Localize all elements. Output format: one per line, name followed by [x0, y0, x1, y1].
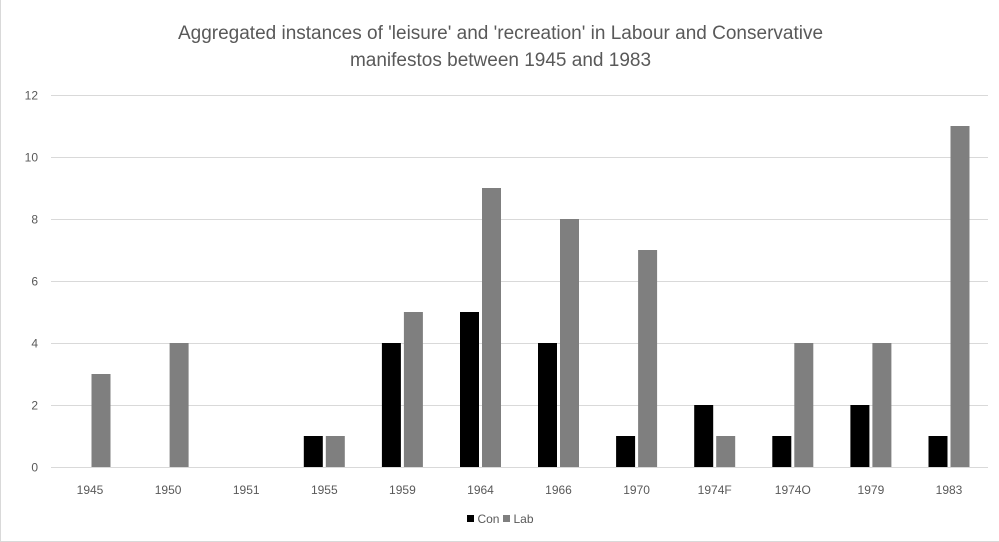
bar-lab-1955	[325, 436, 345, 467]
y-tick-label-12: 12	[25, 89, 39, 103]
bar-con-1974o	[772, 436, 792, 467]
y-tick-label-6: 6	[31, 275, 38, 289]
x-tick-label-1964: 1964	[467, 483, 494, 497]
bar-lab-1974f	[716, 436, 736, 467]
x-tick-label-1974o: 1974O	[775, 483, 811, 497]
chart-title-line-2: manifestos between 1945 and 1983	[349, 50, 652, 71]
bar-lab-1983	[950, 126, 970, 467]
x-tick-label-1950: 1950	[155, 483, 182, 497]
x-tick-label-1945: 1945	[77, 483, 104, 497]
bar-lab-1970	[638, 250, 658, 467]
x-tick-label-1955: 1955	[311, 483, 338, 497]
bar-con-1955	[303, 436, 323, 467]
bar-lab-1964	[482, 188, 501, 467]
x-tick-label-1979: 1979	[858, 483, 885, 497]
bar-con-1959	[381, 343, 401, 467]
bar-con-1966	[538, 343, 557, 467]
bar-lab-1979	[872, 343, 892, 467]
legend-item-con: Con	[467, 512, 499, 526]
bar-con-1979	[850, 405, 870, 467]
bar-con-1983	[928, 436, 948, 467]
x-tick-label-1966: 1966	[545, 483, 572, 497]
chart-title: Aggregated instances of 'leisure' and 'r…	[1, 20, 999, 74]
bar-lab-1959	[403, 312, 423, 467]
x-tick-label-1983: 1983	[936, 483, 963, 497]
x-tick-label-1951: 1951	[233, 483, 260, 497]
x-tick-label-1970: 1970	[623, 483, 650, 497]
legend-label-con: Con	[477, 511, 500, 526]
y-tick-label-0: 0	[31, 461, 38, 475]
bar-lab-1966	[560, 219, 579, 467]
x-tick-label-1974f: 1974F	[698, 483, 732, 497]
y-tick-label-2: 2	[31, 399, 38, 413]
axes: 0 2 4 6 8 10 12 1945 1950 1951 1955 1959 1964 1966 197…	[25, 89, 988, 497]
legend-item-lab: Lab	[503, 511, 534, 526]
legend: Con Lab	[1, 511, 999, 526]
y-tick-label-4: 4	[31, 337, 38, 351]
bar-con-1970	[616, 436, 636, 467]
bar-lab-1950	[169, 343, 189, 467]
legend-swatch-lab	[503, 515, 511, 522]
x-tick-label-1959: 1959	[389, 483, 416, 497]
y-tick-label-8: 8	[31, 213, 38, 227]
bars	[91, 126, 970, 467]
legend-label-lab: Lab	[513, 511, 534, 526]
bar-con-1974f	[694, 405, 714, 467]
chart-title-line-1: Aggregated instances of 'leisure' and 'r…	[177, 23, 824, 44]
bar-lab-1974o	[794, 343, 814, 467]
gridlines	[51, 95, 988, 406]
legend-swatch-con	[467, 515, 475, 522]
bar-con-1964	[460, 312, 479, 467]
y-tick-label-10: 10	[25, 151, 39, 165]
bar-lab-1945	[91, 374, 111, 467]
